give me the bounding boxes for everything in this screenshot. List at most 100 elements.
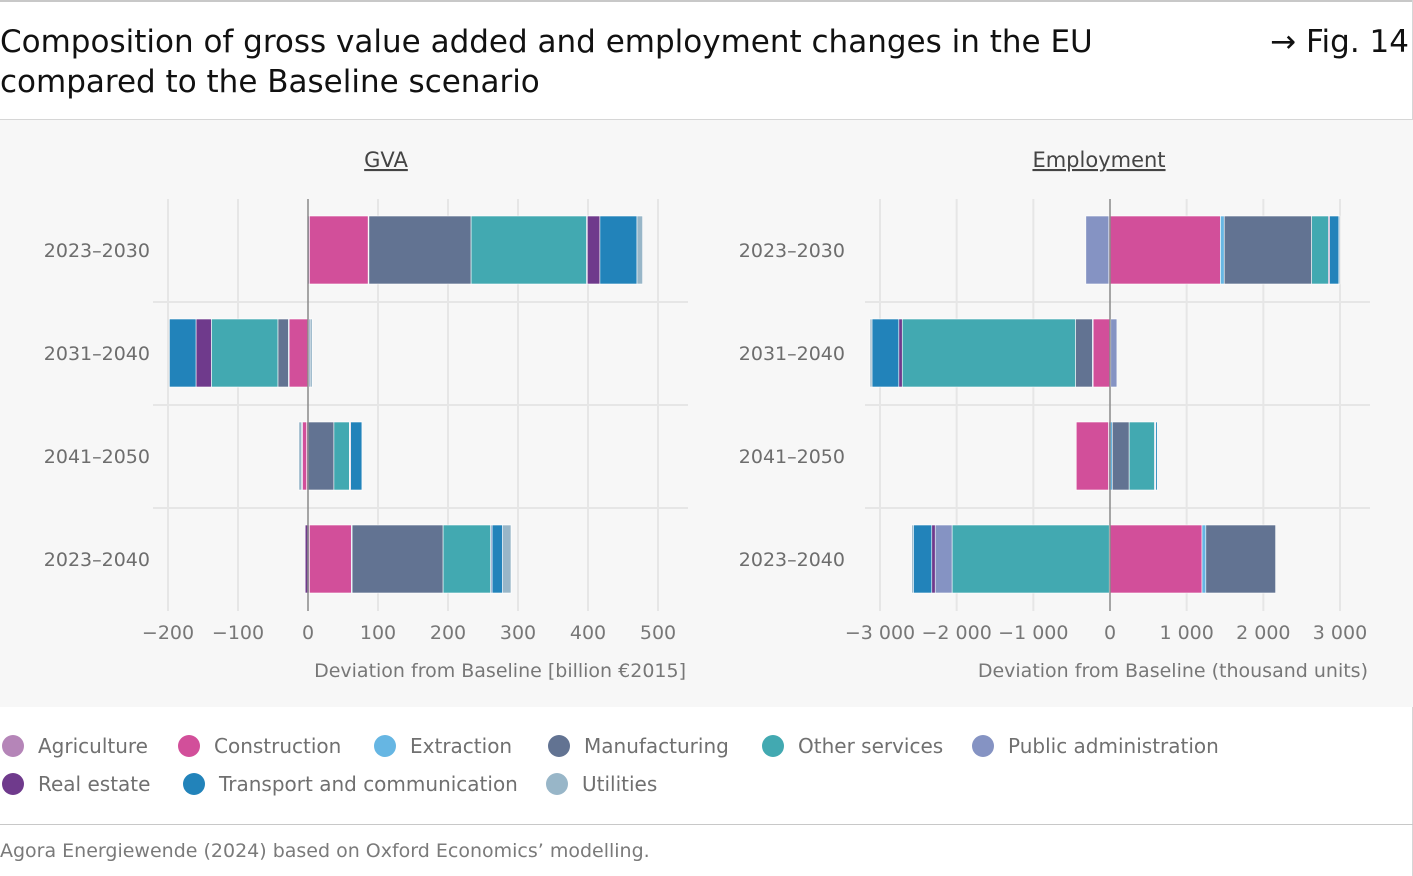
category-label: 2023–2030 xyxy=(44,240,150,262)
bar-segment xyxy=(1155,421,1158,491)
bar-segment xyxy=(913,524,933,594)
bar-segment xyxy=(302,421,307,491)
bar-segment xyxy=(1201,524,1207,594)
bar-segment xyxy=(951,524,1110,594)
legend-label: Other services xyxy=(798,734,944,758)
legend-label: Public administration xyxy=(1008,734,1219,758)
source-note: Agora Energiewende (2024) based on Oxfor… xyxy=(0,840,650,862)
x-tick-label: −1 000 xyxy=(998,622,1068,644)
bar-segment xyxy=(586,215,601,285)
bar-segment xyxy=(1338,215,1341,285)
bar-segment xyxy=(599,215,638,285)
legend-swatch xyxy=(374,735,396,757)
bar-segment xyxy=(195,318,212,388)
legend-swatch xyxy=(972,735,994,757)
bar-segment xyxy=(1085,215,1110,285)
top-rule xyxy=(0,0,1413,2)
legend-swatch xyxy=(548,735,570,757)
bar-segment xyxy=(368,215,472,285)
legend-label: Utilities xyxy=(582,772,658,796)
x-axis-label: Deviation from Baseline (thousand units) xyxy=(978,660,1368,682)
bar-segment xyxy=(1128,421,1155,491)
bar-segment xyxy=(898,318,903,388)
legend-swatch xyxy=(2,735,24,757)
x-tick-label: 2 000 xyxy=(1236,622,1290,644)
bar-segment xyxy=(1109,215,1221,285)
panel-title: Employment xyxy=(1032,148,1165,172)
x-tick-label: 3 000 xyxy=(1313,622,1367,644)
legend-label: Manufacturing xyxy=(584,734,729,758)
legend-swatch xyxy=(2,773,24,795)
bar-segment xyxy=(1109,524,1203,594)
bar-segment xyxy=(169,318,197,388)
bar-segment xyxy=(288,318,309,388)
bar-segment xyxy=(901,318,1076,388)
x-tick-label: −200 xyxy=(142,622,194,644)
bar-segment xyxy=(871,318,900,388)
legend-item: Construction xyxy=(178,734,341,758)
bar-segment xyxy=(351,524,444,594)
chart-area: GVA 2023–2030 2031–2040 2041–2050 2023–2040 −… xyxy=(44,148,1370,682)
bar-segment xyxy=(309,524,352,594)
legend-item: Public administration xyxy=(972,734,1219,758)
bar-segment xyxy=(298,421,302,491)
bar-segment xyxy=(491,524,503,594)
legend-label: Agriculture xyxy=(38,734,148,758)
x-tick-label: −3 000 xyxy=(845,622,915,644)
bar-segment xyxy=(1311,215,1329,285)
bar-segment xyxy=(307,421,335,491)
bar-segment xyxy=(1220,215,1225,285)
bar-segment xyxy=(636,215,643,285)
category-label: 2023–2030 xyxy=(739,240,845,262)
legend-item: Utilities xyxy=(546,772,657,796)
panel-title: GVA xyxy=(364,148,408,172)
figure-number: → Fig. 14 xyxy=(1270,24,1409,60)
bar-segment xyxy=(1223,215,1312,285)
legend-item: Extraction xyxy=(374,734,512,758)
bar-segment xyxy=(1110,318,1118,388)
x-tick-label: 200 xyxy=(430,622,466,644)
category-label: 2041–2050 xyxy=(44,446,150,468)
x-tick-label: 0 xyxy=(1104,622,1116,644)
bar-segment xyxy=(277,318,289,388)
legend-item: Agriculture xyxy=(2,734,148,758)
bar-segment xyxy=(350,421,363,491)
x-tick-label: 500 xyxy=(640,622,676,644)
bar-segment xyxy=(1329,215,1340,285)
bar-segment xyxy=(470,215,587,285)
x-tick-label: 100 xyxy=(360,622,396,644)
legend-swatch xyxy=(183,773,205,795)
x-axis-label: Deviation from Baseline [billion €2015] xyxy=(314,660,686,682)
bar-segment xyxy=(1205,524,1276,594)
category-label: 2031–2040 xyxy=(739,343,845,365)
x-tick-label: 0 xyxy=(302,622,314,644)
bar-segment xyxy=(1075,318,1093,388)
bar-segment xyxy=(934,524,953,594)
legend-item: Manufacturing xyxy=(548,734,729,758)
category-label: 2031–2040 xyxy=(44,343,150,365)
bar-segment xyxy=(869,318,873,388)
x-tick-label: −2 000 xyxy=(922,622,992,644)
legend-label: Extraction xyxy=(410,734,513,758)
category-label: 2023–2040 xyxy=(44,549,150,571)
bar-segment xyxy=(1075,421,1109,491)
bar-segment xyxy=(333,421,350,491)
legend-swatch xyxy=(762,735,784,757)
bar-segment xyxy=(211,318,279,388)
category-label: 2023–2040 xyxy=(739,549,845,571)
legend-item: Other services xyxy=(762,734,943,758)
bar-segment xyxy=(931,524,936,594)
bar-segment xyxy=(1112,421,1130,491)
legend-item: Transport and communication xyxy=(183,772,518,796)
bottom-rule xyxy=(0,824,1413,825)
legend-label: Construction xyxy=(214,734,342,758)
bar-segment xyxy=(442,524,492,594)
x-tick-label: 300 xyxy=(500,622,536,644)
legend-swatch xyxy=(178,735,200,757)
legend-item: Real estate xyxy=(2,772,150,796)
category-label: 2041–2050 xyxy=(739,446,845,468)
x-tick-label: −100 xyxy=(212,622,264,644)
legend-label: Transport and communication xyxy=(219,772,518,796)
x-tick-label: 1 000 xyxy=(1159,622,1213,644)
x-tick-label: 400 xyxy=(570,622,606,644)
